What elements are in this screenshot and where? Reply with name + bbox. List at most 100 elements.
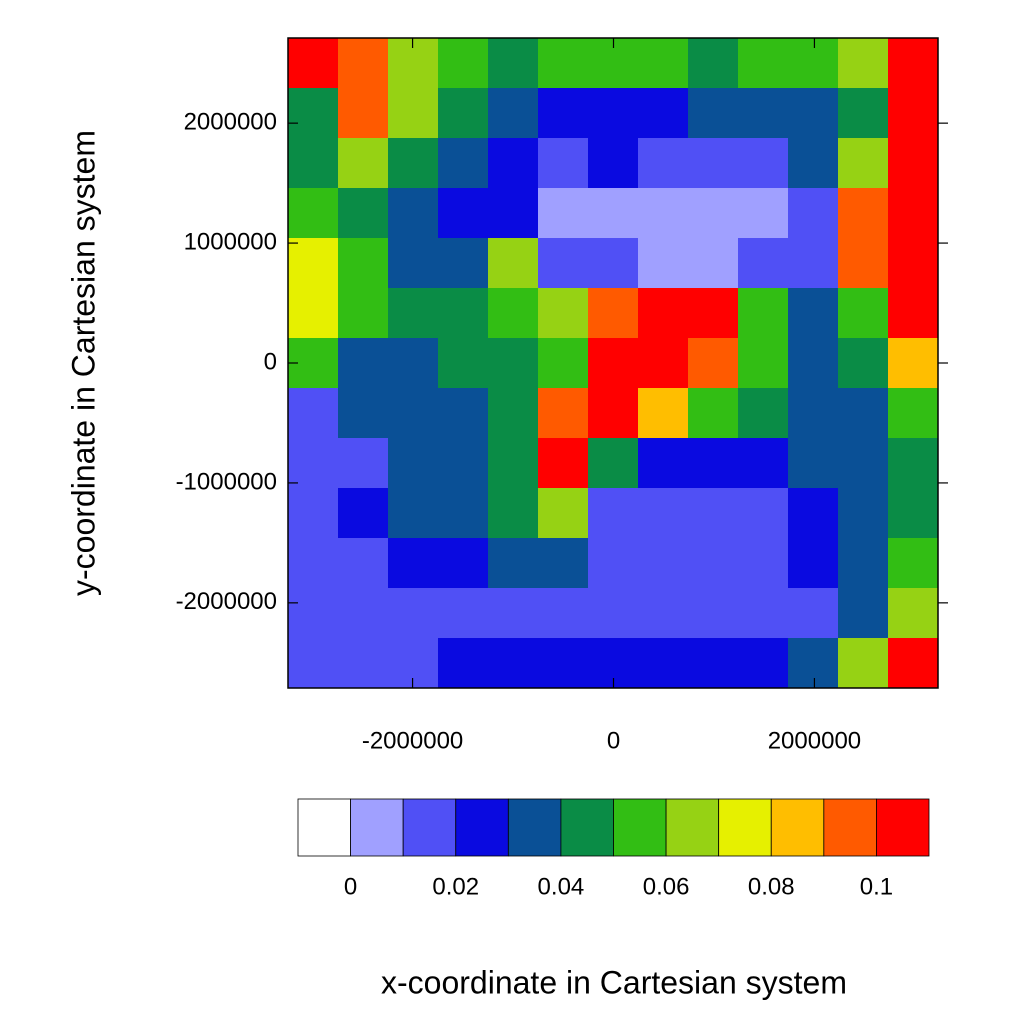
heatmap-cell [438,438,489,489]
heatmap-cell [288,638,339,689]
heatmap-cell [888,488,939,539]
heatmap-cell [688,338,739,389]
heatmap-cell [588,488,639,539]
heatmap-cell [488,338,539,389]
heatmap-cell [688,88,739,139]
heatmap-cell [388,188,439,239]
heatmap-cell [638,288,689,339]
heatmap-cell [388,538,439,589]
heatmap-cell [688,388,739,439]
heatmap-cell [888,38,939,89]
heatmap-cell [338,438,389,489]
colorbar-box [507,798,562,857]
heatmap-cell [788,438,839,489]
heatmap-cell [638,188,689,239]
heatmap-cell [738,388,789,439]
heatmap-cell [738,338,789,389]
heatmap-cell [638,588,689,639]
heatmap-cell [638,538,689,589]
heatmap-cell [638,488,689,539]
heatmap-cell [288,188,339,239]
heatmap-cell [788,238,839,289]
heatmap-cell [588,438,639,489]
heatmap-cell [888,188,939,239]
heatmap-cell [888,338,939,389]
heatmap-cell [388,638,439,689]
heatmap-cell [738,38,789,89]
heatmap-cell [338,588,389,639]
heatmap-cell [688,288,739,339]
heatmap-cell [888,438,939,489]
heatmap-cell [288,88,339,139]
colorbar-tick-label: 0.08 [748,873,795,900]
y-tick-label: -2000000 [176,588,277,615]
heatmap-cell [488,638,539,689]
heatmap-cell [738,138,789,189]
heatmap-cell [588,538,639,589]
heatmap-cell [788,638,839,689]
colorbar-box [455,798,509,857]
heatmap-cell [388,38,439,89]
heatmap-cell [338,538,389,589]
heatmap-cell [838,38,889,89]
colorbar-box [665,798,720,857]
heatmap-cell [488,188,539,239]
heatmap-cell [888,388,939,439]
heatmap-cell [838,488,889,539]
heatmap-cell [838,638,889,689]
x-tick-label: -2000000 [362,727,463,754]
heatmap-cell [838,138,889,189]
heatmap-cell [738,488,789,539]
heatmap-cell [738,588,789,639]
heatmap-cell [638,138,689,189]
heatmap-cell [538,88,589,139]
y-axis-title: y-coordinate in Cartesian system [65,130,101,596]
heatmap-cell [338,338,389,389]
heatmap-cell [338,188,389,239]
heatmap-cell [338,388,389,439]
heatmap-cell [538,638,589,689]
heatmap-cell [788,88,839,139]
heatmap-cell [438,588,489,639]
heatmap-cell [838,538,889,589]
heatmap-cell [888,88,939,139]
heatmap-cell [538,538,589,589]
heatmap-cell [838,388,889,439]
heatmap-cell [538,388,589,439]
heatmap-cell [488,388,539,439]
heatmap-cell [288,288,339,339]
heatmap-cell [438,388,489,439]
heatmap-cell [588,88,639,139]
heatmap-cell [438,338,489,389]
heatmap-cell [788,38,839,89]
heatmap-cell [788,388,839,439]
heatmap-cell [738,238,789,289]
y-tick-label: 1000000 [184,228,277,255]
heatmap-cell [488,138,539,189]
heatmap-cell [788,288,839,339]
heatmap-cell [688,438,739,489]
heatmap-cell [488,588,539,639]
heatmap-cell [538,288,589,339]
heatmap-cell [888,538,939,589]
colorbar-box [823,798,877,857]
y-tick-label: -1000000 [176,468,277,495]
heatmap-cell [688,488,739,539]
colorbar-box [560,798,614,857]
heatmap-cell [388,588,439,639]
heatmap-cell [388,388,439,439]
heatmap-cell [338,288,389,339]
heatmap-cell [288,488,339,539]
heatmap-cell [588,138,639,189]
heatmap-cell [638,338,689,389]
heatmap-cell [388,288,439,339]
heatmap-cell [888,138,939,189]
heatmap-cells [288,38,939,689]
heatmap-cell [638,38,689,89]
heatmap-cell [438,88,489,139]
heatmap-cell [738,438,789,489]
heatmap-cell [688,38,739,89]
heatmap-cell [738,188,789,239]
heatmap-cell [338,38,389,89]
heatmap-cell [638,638,689,689]
